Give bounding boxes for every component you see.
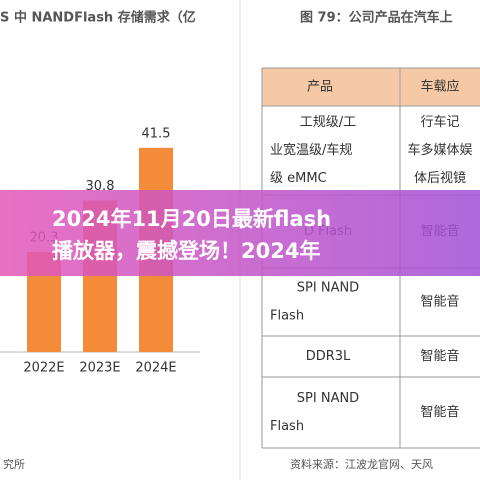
table-cell: 智能音 — [420, 348, 459, 364]
table-cell: Flash — [270, 309, 304, 324]
left-source: 究所 — [3, 457, 25, 471]
right-title: 图 79：公司产品在汽车上 — [300, 10, 453, 26]
table-cell: SPI NAND — [297, 391, 359, 406]
table-cell: 级 eMMC — [270, 171, 327, 186]
table-cell: 智能音 — [420, 294, 459, 310]
header-cell: 车载应 — [420, 79, 459, 95]
overlay-title: 播放器，震撼登场！2024年 — [52, 239, 320, 263]
right-source: 资料来源：江波龙官网、天风 — [290, 457, 433, 471]
overlay-title: 2024年11月20日最新flash — [52, 207, 331, 231]
table-cell: 行车记 — [420, 114, 459, 130]
x-tick-label: 2022E — [23, 361, 64, 376]
table-cell: 工规级/工 — [300, 115, 356, 130]
table-cell: 体后视镜 — [414, 171, 466, 186]
table-cell: 智能音 — [420, 404, 459, 420]
overlay-band — [0, 190, 480, 276]
table-header-bg — [262, 68, 480, 106]
table-cell: SPI NAND — [297, 281, 359, 296]
table-cell: Flash — [270, 419, 304, 434]
table-cell: 业宽温级/车规 — [270, 142, 352, 158]
header-cell: 产品 — [307, 80, 333, 95]
x-tick-label: 2024E — [135, 361, 176, 376]
table-cell: DDR3L — [306, 349, 351, 364]
left-title: AS 中 NANDFlash 存储需求（亿 — [0, 10, 196, 26]
table-cell: 车多媒体娱 — [407, 142, 472, 158]
x-tick-label: 2023E — [79, 361, 120, 376]
bar-label: 41.5 — [142, 126, 171, 141]
